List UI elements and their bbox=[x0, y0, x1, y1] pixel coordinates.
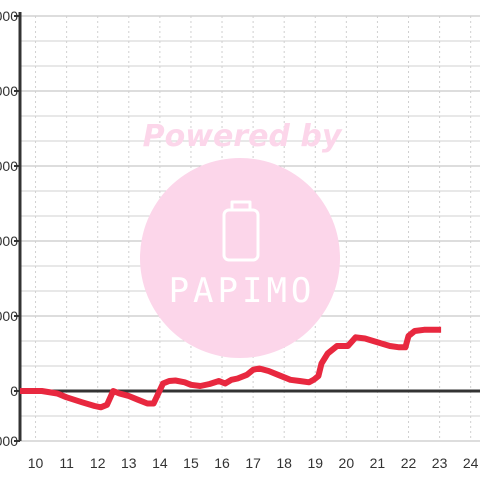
tick-label-layer: -20,000 0 30,000 60,000 90,000 120,000 150,000… bbox=[0, 8, 479, 471]
x-tick-label: 15 bbox=[183, 455, 199, 471]
x-tick-label: 19 bbox=[307, 455, 323, 471]
y-tick-label: 30,000 bbox=[0, 308, 18, 324]
watermark-brand: PAPIMO bbox=[169, 271, 316, 311]
axis-layer bbox=[14, 12, 480, 442]
x-tick-label: 13 bbox=[121, 455, 137, 471]
x-tick-label: 22 bbox=[401, 455, 417, 471]
y-tick-label: 150,000 bbox=[0, 8, 18, 24]
y-tick-label: 90,000 bbox=[0, 158, 18, 174]
watermark-caption: Powered by bbox=[143, 119, 343, 154]
y-tick-label: 0 bbox=[10, 383, 18, 399]
phone-icon bbox=[222, 200, 260, 262]
x-tick-label: 16 bbox=[214, 455, 230, 471]
watermark: Powered by PAPIMO bbox=[140, 119, 343, 358]
x-tick-label: 20 bbox=[339, 455, 355, 471]
x-tick-label: 12 bbox=[90, 455, 106, 471]
watermark-circle bbox=[140, 158, 340, 358]
x-tick-label: 14 bbox=[152, 455, 168, 471]
series-layer bbox=[20, 326, 442, 411]
y-tick-label: -20,000 bbox=[0, 433, 18, 449]
x-tick-label: 18 bbox=[276, 455, 292, 471]
y-tick-label: 60,000 bbox=[0, 233, 18, 249]
x-tick-label: 24 bbox=[463, 455, 479, 471]
series-line bbox=[20, 326, 442, 411]
x-tick-label: 17 bbox=[245, 455, 261, 471]
x-tick-label: 23 bbox=[432, 455, 448, 471]
x-tick-label: 11 bbox=[59, 455, 74, 471]
x-tick-label: 10 bbox=[28, 455, 44, 471]
x-tick-label: 21 bbox=[370, 455, 386, 471]
y-tick-label: 120,000 bbox=[0, 83, 18, 99]
